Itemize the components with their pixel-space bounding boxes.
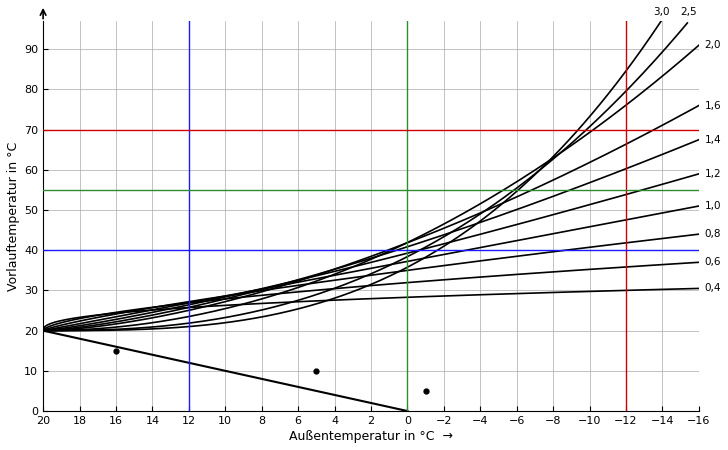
Text: 1,6: 1,6 xyxy=(705,100,721,111)
Text: 2,5: 2,5 xyxy=(681,7,697,17)
Text: 3,0: 3,0 xyxy=(653,7,669,17)
Text: 0,8: 0,8 xyxy=(705,229,721,239)
Text: 1,4: 1,4 xyxy=(705,135,721,145)
Text: 0,4: 0,4 xyxy=(705,284,721,293)
X-axis label: Außentemperatur in °C  →: Außentemperatur in °C → xyxy=(289,430,453,443)
Y-axis label: Vorlauftemperatur in °C: Vorlauftemperatur in °C xyxy=(7,141,20,291)
Text: 0,6: 0,6 xyxy=(705,257,721,267)
Text: 2,0: 2,0 xyxy=(705,40,721,50)
Text: 1,0: 1,0 xyxy=(705,201,721,211)
Text: 1,2: 1,2 xyxy=(705,169,721,179)
